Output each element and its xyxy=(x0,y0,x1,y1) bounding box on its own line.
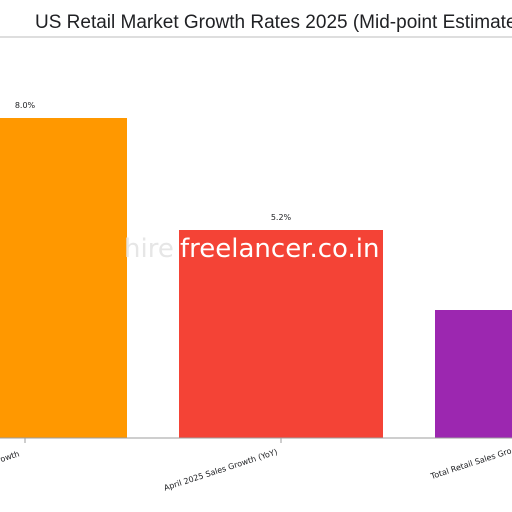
bar-2 xyxy=(179,230,383,438)
watermark-text-main: freelancer.co.in xyxy=(180,234,379,264)
bars-layer xyxy=(0,118,512,438)
watermark: hire freelancer.co.in xyxy=(124,234,379,264)
watermark-text-faint: hire xyxy=(124,234,174,264)
bar-1 xyxy=(0,118,127,438)
bar-value-label: 5.2% xyxy=(271,213,292,222)
chart-title: US Retail Market Growth Rates 2025 (Mid-… xyxy=(35,12,512,33)
bar-3 xyxy=(435,310,512,438)
value-labels: 8.0% 5.2% xyxy=(15,101,292,222)
x-tick-marks xyxy=(24,438,282,443)
bar-value-label: 8.0% xyxy=(15,101,36,110)
